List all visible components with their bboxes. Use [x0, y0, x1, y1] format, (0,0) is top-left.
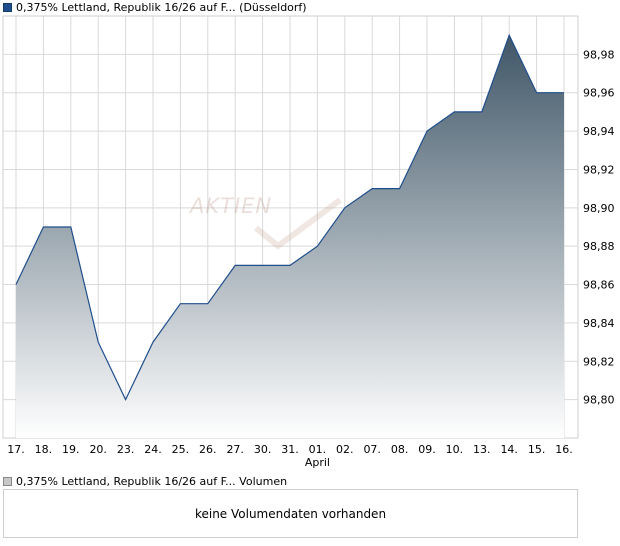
legend-main-label: 0,375% Lettland, Republik 16/26 auf F...… [16, 0, 307, 14]
legend-main-swatch [3, 2, 12, 12]
y-tick-label: 98,86 [583, 279, 615, 292]
watermark: AKTIEN [188, 194, 342, 250]
x-tick-label: 30. [254, 443, 272, 456]
price-line [15, 33, 564, 401]
x-tick-label: 10. [446, 443, 464, 456]
y-tick-label: 98,90 [583, 202, 615, 215]
volume-panel: keine Volumendaten vorhanden [3, 489, 578, 538]
volume-empty-message: keine Volumendaten vorhanden [194, 506, 387, 521]
legend-volume-swatch [3, 476, 12, 486]
x-tick-label: 27. [226, 443, 244, 456]
y-tick-label: 98,92 [583, 163, 615, 176]
price-chart: AKTIEN 98,8098,8298,8498,8698,8898,9098,… [2, 15, 615, 469]
y-tick-label: 98,96 [583, 87, 615, 100]
x-tick-label: 20. [89, 443, 107, 456]
legend-main: 0,375% Lettland, Republik 16/26 auf F...… [3, 0, 307, 14]
x-tick-label: 09. [418, 443, 436, 456]
y-tick-label: 98,80 [583, 394, 615, 407]
x-tick-label: 18. [35, 443, 53, 456]
x-tick-label: 02. [336, 443, 354, 456]
watermark-check-icon [254, 197, 342, 250]
y-tick-label: 98,82 [583, 355, 615, 368]
x-tick-label: 26. [199, 443, 217, 456]
y-tick-label: 98,94 [583, 125, 615, 138]
x-tick-label: 24. [144, 443, 162, 456]
y-tick-label: 98,98 [583, 48, 615, 61]
y-tick-label: 98,84 [583, 317, 615, 330]
price-area [16, 35, 564, 438]
legend-volume-label: 0,375% Lettland, Republik 16/26 auf F...… [16, 474, 288, 488]
x-tick-label: 25. [172, 443, 190, 456]
legend-volume: 0,375% Lettland, Republik 16/26 auf F...… [3, 474, 287, 488]
y-axis: 98,80 98,82 98,84 98,86 98,88 98,90 98,92 98,94… [583, 48, 615, 406]
x-tick-label: 19. [62, 443, 80, 456]
x-tick-label: 23. [117, 443, 135, 456]
x-tick-label: 08. [391, 443, 409, 456]
x-tick-label: 17. [7, 443, 25, 456]
x-tick-label: 15. [528, 443, 546, 456]
x-tick-label: 13. [473, 443, 491, 456]
x-sublabel: April [305, 456, 330, 469]
y-tick-label: 98,88 [583, 240, 615, 253]
x-axis: 17. 18. 19. 20. 23. 24. 25. 26. 27. 30. 31. 01.Apri… [7, 443, 573, 469]
x-tick-label: 31. [281, 443, 299, 456]
x-tick-label: 14. [500, 443, 518, 456]
x-tick-label: 07. [363, 443, 381, 456]
x-tick-label: 01. [309, 443, 327, 456]
watermark-text: AKTIEN [188, 194, 272, 218]
x-tick-label: 16. [555, 443, 573, 456]
